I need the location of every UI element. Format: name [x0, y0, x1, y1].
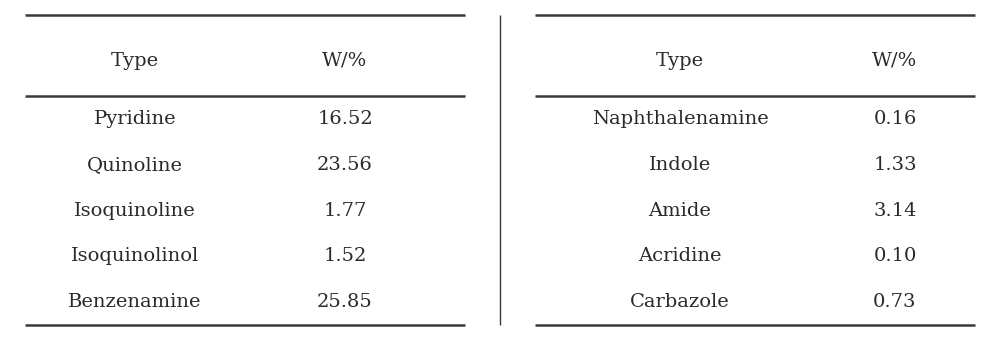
- Text: Carbazole: Carbazole: [630, 293, 730, 311]
- Text: 3.14: 3.14: [873, 202, 917, 220]
- Text: W/%: W/%: [322, 52, 368, 70]
- Text: Isoquinolinol: Isoquinolinol: [71, 247, 199, 266]
- Text: Isoquinoline: Isoquinoline: [74, 202, 196, 220]
- Text: Indole: Indole: [649, 156, 711, 174]
- Text: Type: Type: [656, 52, 704, 70]
- Text: 1.33: 1.33: [873, 156, 917, 174]
- Text: Naphthalenamine: Naphthalenamine: [592, 110, 768, 128]
- Text: 0.16: 0.16: [873, 110, 917, 128]
- Text: Type: Type: [111, 52, 159, 70]
- Text: W/%: W/%: [872, 52, 918, 70]
- Text: Quinoline: Quinoline: [87, 156, 183, 174]
- Text: Amide: Amide: [649, 202, 711, 220]
- Text: Acridine: Acridine: [638, 247, 722, 266]
- Text: 1.52: 1.52: [323, 247, 367, 266]
- Text: 25.85: 25.85: [317, 293, 373, 311]
- Text: 23.56: 23.56: [317, 156, 373, 174]
- Text: 0.10: 0.10: [873, 247, 917, 266]
- Text: Benzenamine: Benzenamine: [68, 293, 202, 311]
- Text: Pyridine: Pyridine: [94, 110, 176, 128]
- Text: 16.52: 16.52: [317, 110, 373, 128]
- Text: 0.73: 0.73: [873, 293, 917, 311]
- Text: 1.77: 1.77: [323, 202, 367, 220]
